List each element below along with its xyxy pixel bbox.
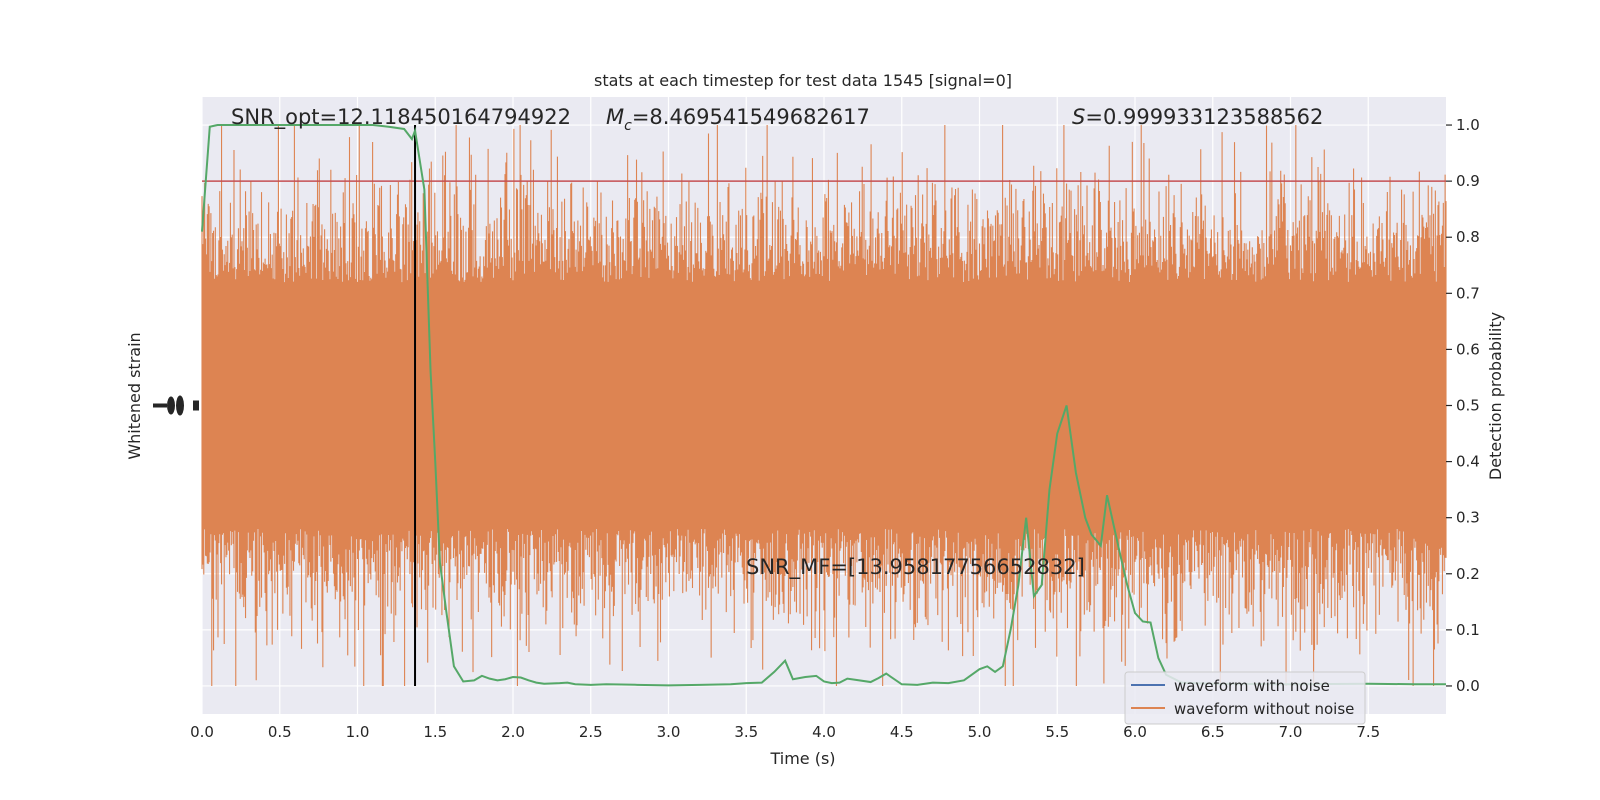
x-tick-label: 4.0 — [812, 723, 836, 741]
chart-title: stats at each timestep for test data 154… — [594, 71, 1012, 90]
annotation-snr-opt: SNR_opt=12.118450164794922 — [231, 105, 571, 130]
annotation-chirp-mass-subscript: c — [624, 118, 632, 134]
annotation-statistic: S=0.999933123588562 — [1072, 105, 1323, 129]
x-tick-label: 2.0 — [501, 723, 525, 741]
left-axis-label: Whitened strain — [125, 332, 144, 459]
x-tick-label: 4.5 — [890, 723, 914, 741]
x-tick-label: 7.5 — [1356, 723, 1380, 741]
annotation-chirp-mass: Mc=8.469541549682617 — [606, 105, 870, 134]
y-tick-label: 1.0 — [1456, 116, 1480, 134]
y-tick-label: 0.2 — [1456, 565, 1480, 583]
x-tick-label: 0.0 — [190, 723, 214, 741]
x-axis-label: Time (s) — [769, 749, 835, 768]
y-tick-label: 0.1 — [1456, 621, 1480, 639]
x-tick-label: 6.0 — [1123, 723, 1147, 741]
x-tick-label: 5.0 — [968, 723, 992, 741]
x-tick-label: 7.0 — [1279, 723, 1303, 741]
x-tick-label: 2.5 — [579, 723, 603, 741]
y-tick-label: 0.3 — [1456, 509, 1480, 527]
x-tick-label: 6.5 — [1201, 723, 1225, 741]
left-tick-blob — [193, 400, 199, 411]
legend: waveform with noise waveform without noi… — [1124, 671, 1366, 725]
y-tick-label: 0.4 — [1456, 453, 1480, 471]
detection-probability-line — [201, 124, 1446, 687]
annotation-chirp-mass-symbol: M — [606, 105, 624, 129]
y-tick-label: 0.0 — [1456, 677, 1480, 695]
x-axis-ticks: 0.0 0.5 1.0 1.5 2.0 2.5 3.0 3.5 4.0 4.5 5.0 5.5 6.0 6… — [190, 723, 1380, 741]
x-tick-label: 1.5 — [423, 723, 447, 741]
left-axis-ticks — [153, 395, 199, 416]
y-tick-label: 0.7 — [1456, 284, 1480, 302]
y-tick-label: 0.8 — [1456, 228, 1480, 246]
x-tick-label: 5.5 — [1045, 723, 1069, 741]
left-tick-blob — [176, 395, 184, 416]
x-tick-label: 0.5 — [268, 723, 292, 741]
x-tick-label: 3.5 — [734, 723, 758, 741]
y-tick-label: 0.6 — [1456, 340, 1480, 358]
legend-label-without-noise: waveform without noise — [1174, 700, 1354, 718]
x-tick-label: 3.0 — [657, 723, 681, 741]
y-tick-label: 0.5 — [1456, 397, 1480, 415]
x-tick-label: 1.0 — [346, 723, 370, 741]
y-tick-label: 0.9 — [1456, 172, 1480, 190]
legend-label-with-noise: waveform with noise — [1174, 677, 1330, 695]
right-axis-ticks: 0.0 0.1 0.2 0.3 0.4 0.5 0.6 0.7 0.8 0.9 1.0 — [1446, 116, 1480, 695]
left-tick-blob — [153, 403, 167, 408]
annotation-statistic-symbol: S — [1072, 105, 1085, 129]
legend-box — [1124, 671, 1366, 725]
annotation-statistic-value: =0.999933123588562 — [1085, 105, 1323, 129]
strain-series — [201, 125, 1447, 686]
annotation-snr-mf: SNR_MF=[13.95817756652832] — [746, 555, 1085, 580]
strain-band-spikes — [201, 125, 1447, 686]
annotation-chirp-mass-value: =8.469541549682617 — [632, 105, 870, 129]
right-axis-label: Detection probability — [1486, 312, 1505, 480]
left-tick-blob — [167, 396, 175, 415]
